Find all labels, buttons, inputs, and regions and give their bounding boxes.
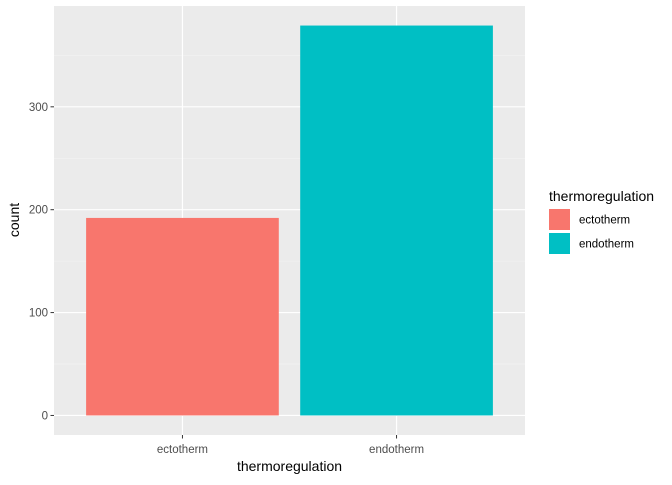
legend-title: thermoregulation bbox=[549, 188, 654, 204]
y-tick-label: 0 bbox=[42, 410, 48, 422]
axes: 0 100 200 300 ectotherm endotherm bbox=[29, 102, 424, 456]
legend-label-endotherm: endotherm bbox=[579, 239, 634, 251]
x-tick-label: ectotherm bbox=[157, 444, 208, 456]
y-tick-label: 100 bbox=[29, 308, 48, 320]
legend-key-ectotherm bbox=[549, 209, 570, 230]
legend-key-endotherm bbox=[549, 233, 570, 254]
y-tick-label: 200 bbox=[29, 205, 48, 217]
bar-endotherm bbox=[300, 25, 493, 416]
legend: thermoregulation ectotherm endotherm bbox=[549, 188, 654, 254]
bars bbox=[86, 25, 493, 416]
x-axis-title: thermoregulation bbox=[237, 458, 342, 474]
bar-ectotherm bbox=[86, 217, 279, 416]
y-axis-title: count bbox=[6, 203, 22, 237]
y-tick-label: 300 bbox=[29, 102, 48, 114]
legend-label-ectotherm: ectotherm bbox=[579, 215, 630, 227]
legend-items: ectotherm endotherm bbox=[549, 209, 634, 254]
x-tick-label: endotherm bbox=[369, 444, 424, 456]
